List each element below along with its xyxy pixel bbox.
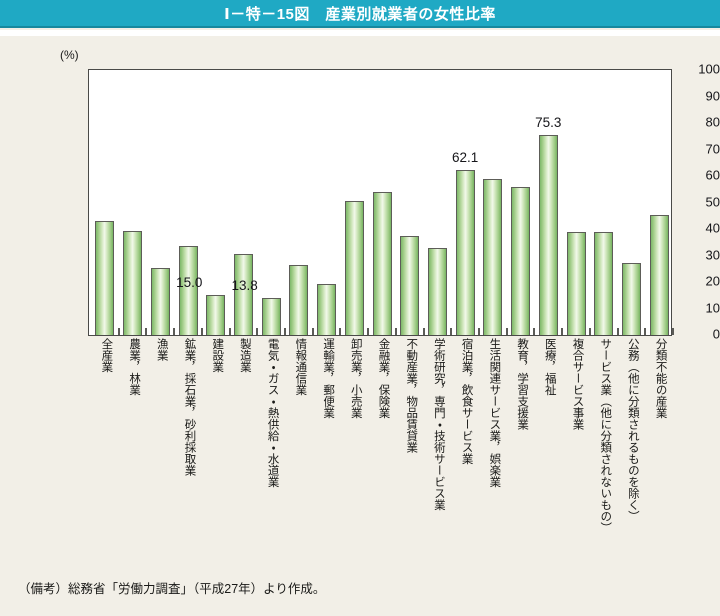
x-axis-tick-mark [450, 328, 453, 335]
x-axis-tick-mark [616, 328, 619, 335]
figure-footnote: （備考）総務省「労働力調査」（平成27年）より作成。 [18, 582, 326, 596]
x-axis-category-label: 鉱業，採石業，砂利採取業 [183, 338, 196, 476]
x-axis-category-label: 教育，学習支援業 [516, 338, 529, 430]
bar [483, 179, 503, 335]
x-axis-category-labels: 全産業 農業，林業 漁業 鉱業，採石業，砂利採取業 建設業 製造業 電気・ガス・熱供給・水道… [88, 338, 670, 563]
chart-figure: (%) 0 10 20 30 40 50 60 70 80 90 100 15.0 13.8 62.1 7… [0, 36, 720, 571]
bar-value-label: 15.0 [176, 275, 203, 291]
x-axis-category-label: 宿泊業，飲食サービス業 [460, 338, 473, 465]
y-axis-tick-label: 30 [705, 247, 720, 262]
x-axis-category-label: サービス業（他に分類されないもの） [599, 338, 612, 534]
bar [372, 192, 392, 335]
x-axis-category-label: 複合サービス事業 [571, 338, 584, 430]
x-axis-category-label: 漁業 [155, 338, 168, 361]
y-axis-unit-label: (%) [60, 48, 79, 62]
bars-container: 15.0 13.8 62.1 75.3 [89, 70, 674, 335]
x-axis-category-label: 製造業 [238, 338, 251, 373]
bar [317, 284, 337, 335]
x-axis-tick-mark [339, 328, 342, 335]
x-axis-tick-mark [644, 328, 647, 335]
bar [621, 263, 641, 335]
bar [344, 200, 364, 335]
x-axis-category-label: 生活関連サービス業，娯楽業 [488, 338, 501, 488]
bar [594, 232, 614, 335]
title-spacer [0, 30, 720, 36]
y-axis-tick-label: 10 [705, 300, 720, 315]
x-axis-category-label: 建設業 [211, 338, 224, 373]
bar [95, 220, 115, 335]
bar [261, 298, 281, 335]
bar [289, 264, 309, 335]
x-axis-tick-mark [505, 328, 508, 335]
figure-title-bar: Ⅰ－特－15図 産業別就業者の女性比率 [0, 0, 720, 28]
x-axis-tick-mark [117, 328, 120, 335]
x-axis-tick-mark [672, 328, 674, 335]
x-axis-tick-mark [284, 328, 286, 335]
x-axis-tick-mark [200, 328, 203, 335]
y-axis-tick-label: 60 [705, 167, 720, 183]
x-axis-category-label: 卸売業，小売業 [349, 338, 362, 419]
x-axis-category-label: 公務（他に分類されるものを除く） [626, 338, 639, 522]
y-axis-tick-label: 20 [705, 273, 720, 289]
y-axis-tick-label: 50 [705, 194, 720, 209]
x-axis-tick-mark [422, 328, 425, 335]
x-axis-category-label: 情報通信業 [294, 338, 307, 396]
bar [566, 231, 586, 335]
x-axis-tick-mark [367, 328, 370, 335]
bar-value-label: 62.1 [452, 150, 479, 166]
bar [206, 295, 226, 335]
bar [511, 187, 531, 335]
bar-value-label: 75.3 [535, 115, 562, 131]
y-axis-tick-label: 0 [712, 326, 720, 342]
x-axis-category-label: 全産業 [100, 338, 113, 373]
x-axis-tick-mark [478, 328, 480, 335]
x-axis-tick-mark [311, 328, 314, 335]
bar [150, 268, 170, 335]
x-axis-category-label: 分類不能の産業 [654, 338, 667, 419]
x-axis-category-label: 医療，福祉 [543, 338, 556, 396]
bar [233, 254, 253, 335]
bar [649, 214, 669, 335]
y-axis-tick-label: 70 [705, 141, 720, 156]
x-axis-tick-mark [256, 328, 259, 335]
plot-area: 15.0 13.8 62.1 75.3 [88, 69, 674, 336]
x-axis-category-label: 不動産業，物品賃貸業 [405, 338, 418, 453]
page-title: Ⅰ－特－15図 産業別就業者の女性比率 [224, 5, 496, 23]
bar [400, 236, 420, 335]
bar [455, 170, 475, 335]
x-axis-tick-mark [533, 328, 536, 335]
x-axis-tick-mark [588, 328, 591, 335]
x-axis-tick-mark [561, 328, 564, 335]
bar-value-label: 13.8 [231, 278, 258, 294]
x-axis-category-label: 運輸業，郵便業 [322, 338, 335, 419]
x-axis-category-label: 農業，林業 [128, 338, 141, 396]
bar [123, 230, 143, 335]
y-axis-tick-label: 90 [705, 88, 720, 103]
y-axis-tick-label: 100 [698, 61, 720, 77]
x-axis-tick-mark [173, 328, 176, 335]
x-axis-category-label: 電気・ガス・熱供給・水道業 [266, 338, 279, 488]
bar [178, 246, 198, 335]
y-axis-tick-label: 40 [705, 220, 720, 236]
x-axis-category-label: 金融業，保険業 [377, 338, 390, 419]
bar [427, 247, 447, 335]
bar [538, 135, 558, 335]
x-axis-tick-mark [394, 328, 397, 335]
x-axis-category-label: 学術研究，専門・技術サービス業 [432, 338, 445, 511]
y-axis-tick-label: 80 [705, 114, 720, 130]
x-axis-tick-mark [145, 328, 148, 335]
x-axis-tick-mark [228, 328, 231, 335]
